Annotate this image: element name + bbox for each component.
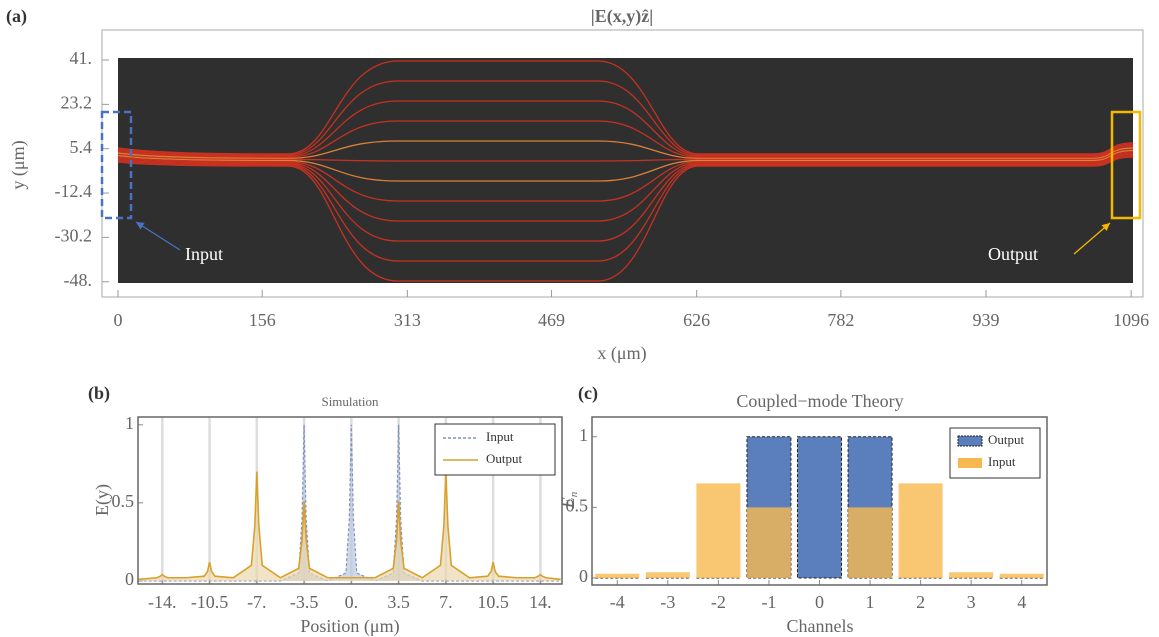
bar [646, 572, 690, 578]
y-tick-label: 0.5 [112, 491, 135, 511]
bar [747, 507, 791, 578]
bar [848, 507, 892, 578]
panel-label: (b) [88, 383, 110, 404]
legend-label: Input [988, 454, 1016, 469]
bar [595, 574, 639, 578]
x-tick-label: -14. [148, 592, 177, 612]
x-tick-label: -2 [711, 592, 726, 612]
y-tick-label: -30.2 [55, 226, 93, 246]
y-axis-label-main: E [558, 497, 578, 509]
x-tick-label: 1096 [1113, 310, 1149, 330]
x-tick-label: 939 [973, 310, 1000, 330]
panel-label: (c) [578, 383, 598, 404]
legend-label: Output [486, 451, 523, 466]
y-tick-label: 1 [579, 425, 588, 445]
bar [899, 483, 943, 578]
bar [696, 483, 740, 578]
bar [949, 572, 993, 578]
y-axis-label: E(y) [92, 484, 113, 516]
figure: (a)|E(x,y)ẑ|0156313469626782939109641.23… [0, 0, 1159, 637]
y-tick-label: -12.4 [55, 181, 93, 201]
y-axis-label: y (μm) [8, 140, 29, 189]
x-axis-label: Position (μm) [300, 616, 399, 637]
x-tick-label: 469 [538, 310, 565, 330]
y-axis-label-subscript: n [568, 491, 580, 497]
bar [1000, 574, 1044, 578]
page: {"chart_data": [ {"type": "heatmap", "pa… [0, 0, 1159, 637]
legend-label: Input [486, 429, 514, 444]
y-tick-label: -48. [64, 270, 93, 290]
x-tick-label: 0 [114, 310, 123, 330]
x-tick-label: 156 [249, 310, 276, 330]
x-tick-label: 626 [683, 310, 710, 330]
x-tick-label: 4 [1017, 592, 1026, 612]
x-tick-label: 7. [439, 592, 453, 612]
x-tick-label: 2 [916, 592, 925, 612]
y-tick-label: 5.4 [70, 137, 93, 157]
y-tick-label: 23.2 [61, 92, 93, 112]
x-axis-label: x (μm) [597, 343, 646, 364]
x-tick-label: 0. [345, 592, 359, 612]
x-tick-label: -3.5 [290, 592, 319, 612]
chart-title: Simulation [321, 394, 379, 409]
x-tick-label: 3.5 [387, 592, 410, 612]
chart-title: |E(x,y)ẑ| [591, 6, 653, 27]
legend-swatch [958, 436, 982, 446]
y-tick-label: 0 [579, 566, 588, 586]
x-tick-label: 3 [967, 592, 976, 612]
y-tick-label: 1 [125, 413, 134, 433]
y-tick-label: 41. [70, 48, 93, 68]
x-tick-label: -4 [610, 592, 625, 612]
annotation: Output [988, 244, 1038, 264]
annotation: Input [185, 244, 223, 264]
y-tick-label: 0 [125, 569, 134, 589]
bar [798, 437, 842, 578]
x-tick-label: 1 [866, 592, 875, 612]
legend-swatch [958, 458, 982, 468]
panel-label: (a) [6, 6, 27, 27]
x-tick-label: -3 [660, 592, 675, 612]
chart-title: Coupled−mode Theory [736, 391, 903, 411]
x-tick-label: 782 [827, 310, 854, 330]
x-tick-label: -1 [761, 592, 776, 612]
x-tick-label: 10.5 [477, 592, 509, 612]
x-axis-label: Channels [787, 616, 854, 636]
x-tick-label: 313 [394, 310, 421, 330]
legend-label: Output [988, 432, 1025, 447]
x-tick-label: -7. [247, 592, 267, 612]
x-tick-label: 14. [529, 592, 552, 612]
x-tick-label: -10.5 [191, 592, 229, 612]
x-tick-label: 0 [815, 592, 824, 612]
